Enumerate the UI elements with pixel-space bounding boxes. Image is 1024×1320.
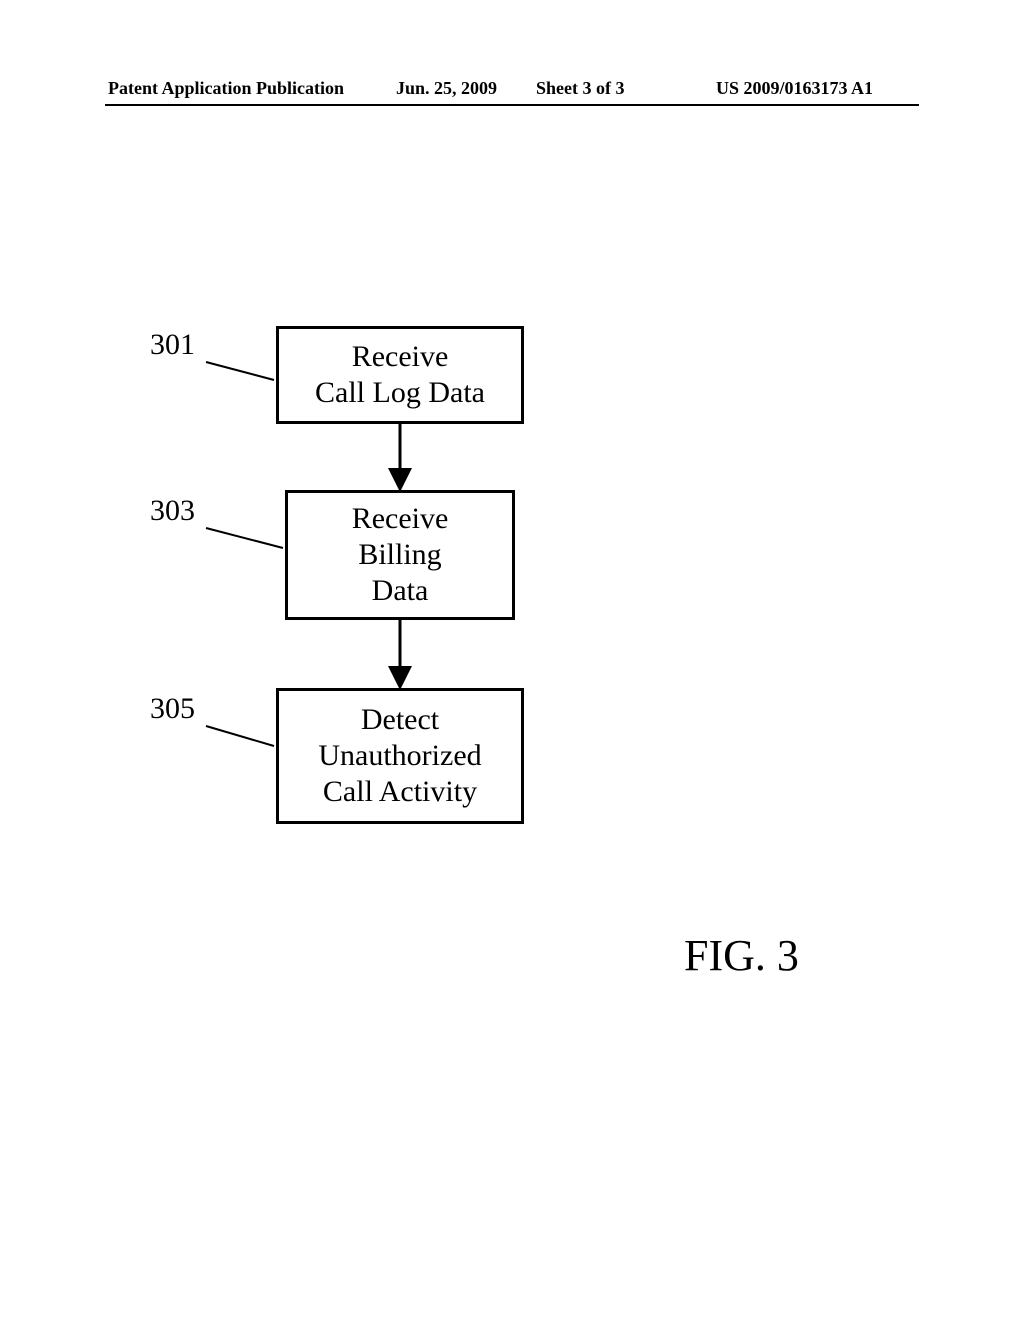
ref-label-305: 305	[150, 692, 195, 726]
ref-label-303: 303	[150, 494, 195, 528]
figure-caption: FIG. 3	[684, 930, 799, 981]
page: Patent Application Publication Jun. 25, …	[0, 0, 1024, 1320]
ref-label-301: 301	[150, 328, 195, 362]
flowchart: Receive Call Log Data Receive Billing Da…	[0, 0, 1024, 1320]
arrow-301-to-303	[0, 0, 1024, 1320]
